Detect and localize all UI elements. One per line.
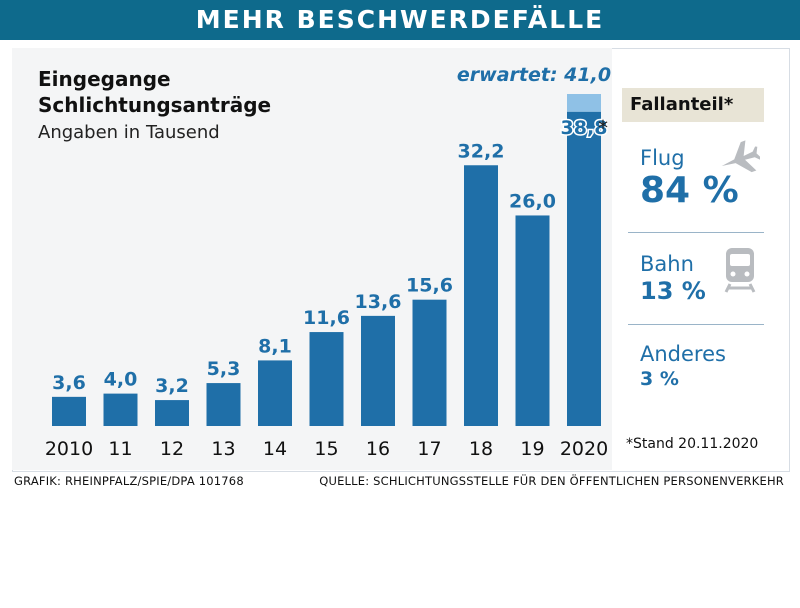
bar-2010	[52, 396, 86, 426]
x-tick-label: 17	[417, 438, 441, 460]
expected-value-label: erwartet: 41,0	[456, 64, 612, 86]
share-item-anderes: Anderes 3 %	[640, 342, 770, 392]
bar-18	[464, 165, 498, 426]
bar-17	[412, 299, 447, 426]
bar-value-label: 13,6	[355, 291, 402, 313]
train-icon	[724, 248, 756, 293]
banner-title: MEHR BESCHWERDEFÄLLE	[0, 0, 800, 40]
bar-value-label: 4,0	[104, 369, 138, 391]
x-tick-label: 11	[108, 438, 132, 460]
x-tick-label: 18	[469, 438, 493, 460]
share-panel-header: Fallanteil*	[622, 88, 764, 122]
bar-value-label: 3,6	[52, 372, 86, 394]
plane-icon	[721, 140, 760, 173]
bar-value-label: 5,3	[207, 358, 241, 380]
bar-14	[258, 360, 292, 426]
bar-value-label: 38,8	[561, 117, 608, 139]
stand-note: *Stand 20.11.2020	[626, 436, 759, 452]
x-tick-label: 15	[314, 438, 338, 460]
share-value: 13 %	[640, 277, 706, 305]
share-label: Bahn	[640, 252, 694, 276]
bar-2020	[567, 111, 601, 426]
share-divider	[628, 232, 764, 233]
bar-19	[515, 215, 550, 426]
bar-15	[309, 332, 344, 426]
share-value: 3 %	[640, 368, 679, 390]
share-label: Anderes	[640, 342, 726, 366]
share-value: 84 %	[640, 170, 739, 211]
share-label: Flug	[640, 146, 685, 170]
bar-13	[206, 383, 241, 426]
footer-credit: GRAFIK: RHEINPFALZ/SPIE/DPA 101768	[14, 474, 244, 488]
bar-12	[155, 400, 189, 426]
bar-value-label: 3,2	[155, 375, 189, 397]
x-tick-label: 14	[263, 438, 287, 460]
x-tick-label: 2010	[45, 438, 93, 460]
bar-expected-extension	[567, 94, 601, 112]
bar-11	[103, 393, 138, 426]
x-tick-label: 12	[160, 438, 184, 460]
bar-value-label: 15,6	[406, 275, 453, 297]
footer-source: QUELLE: SCHLICHTUNGSSTELLE FÜR DEN ÖFFEN…	[319, 474, 784, 488]
share-divider	[628, 324, 764, 325]
share-item-flug: Flug 84 %	[640, 146, 770, 212]
x-tick-label: 19	[520, 438, 544, 460]
bar-value-label: 26,0	[509, 190, 556, 212]
bar-16	[361, 315, 395, 426]
x-tick-label: 2020	[560, 438, 608, 460]
bar-value-label: 8,1	[258, 335, 292, 357]
bar-chart: 3,6 2010 4,0 11 3,2 12 5,3 13 8,1 14 11,6 15 13,6 16 1…	[45, 94, 609, 460]
x-tick-label: 13	[211, 438, 235, 460]
asterisk-marker: *	[598, 116, 608, 140]
chart-title: Eingegange Schlichtungsanträge	[38, 67, 272, 117]
share-item-bahn: Bahn 13 %	[640, 252, 770, 306]
bar-value-label: 11,6	[303, 307, 350, 329]
bar-value-label: 32,2	[458, 140, 505, 162]
chart-subtitle: Angaben in Tausend	[38, 122, 220, 143]
x-tick-label: 16	[366, 438, 390, 460]
